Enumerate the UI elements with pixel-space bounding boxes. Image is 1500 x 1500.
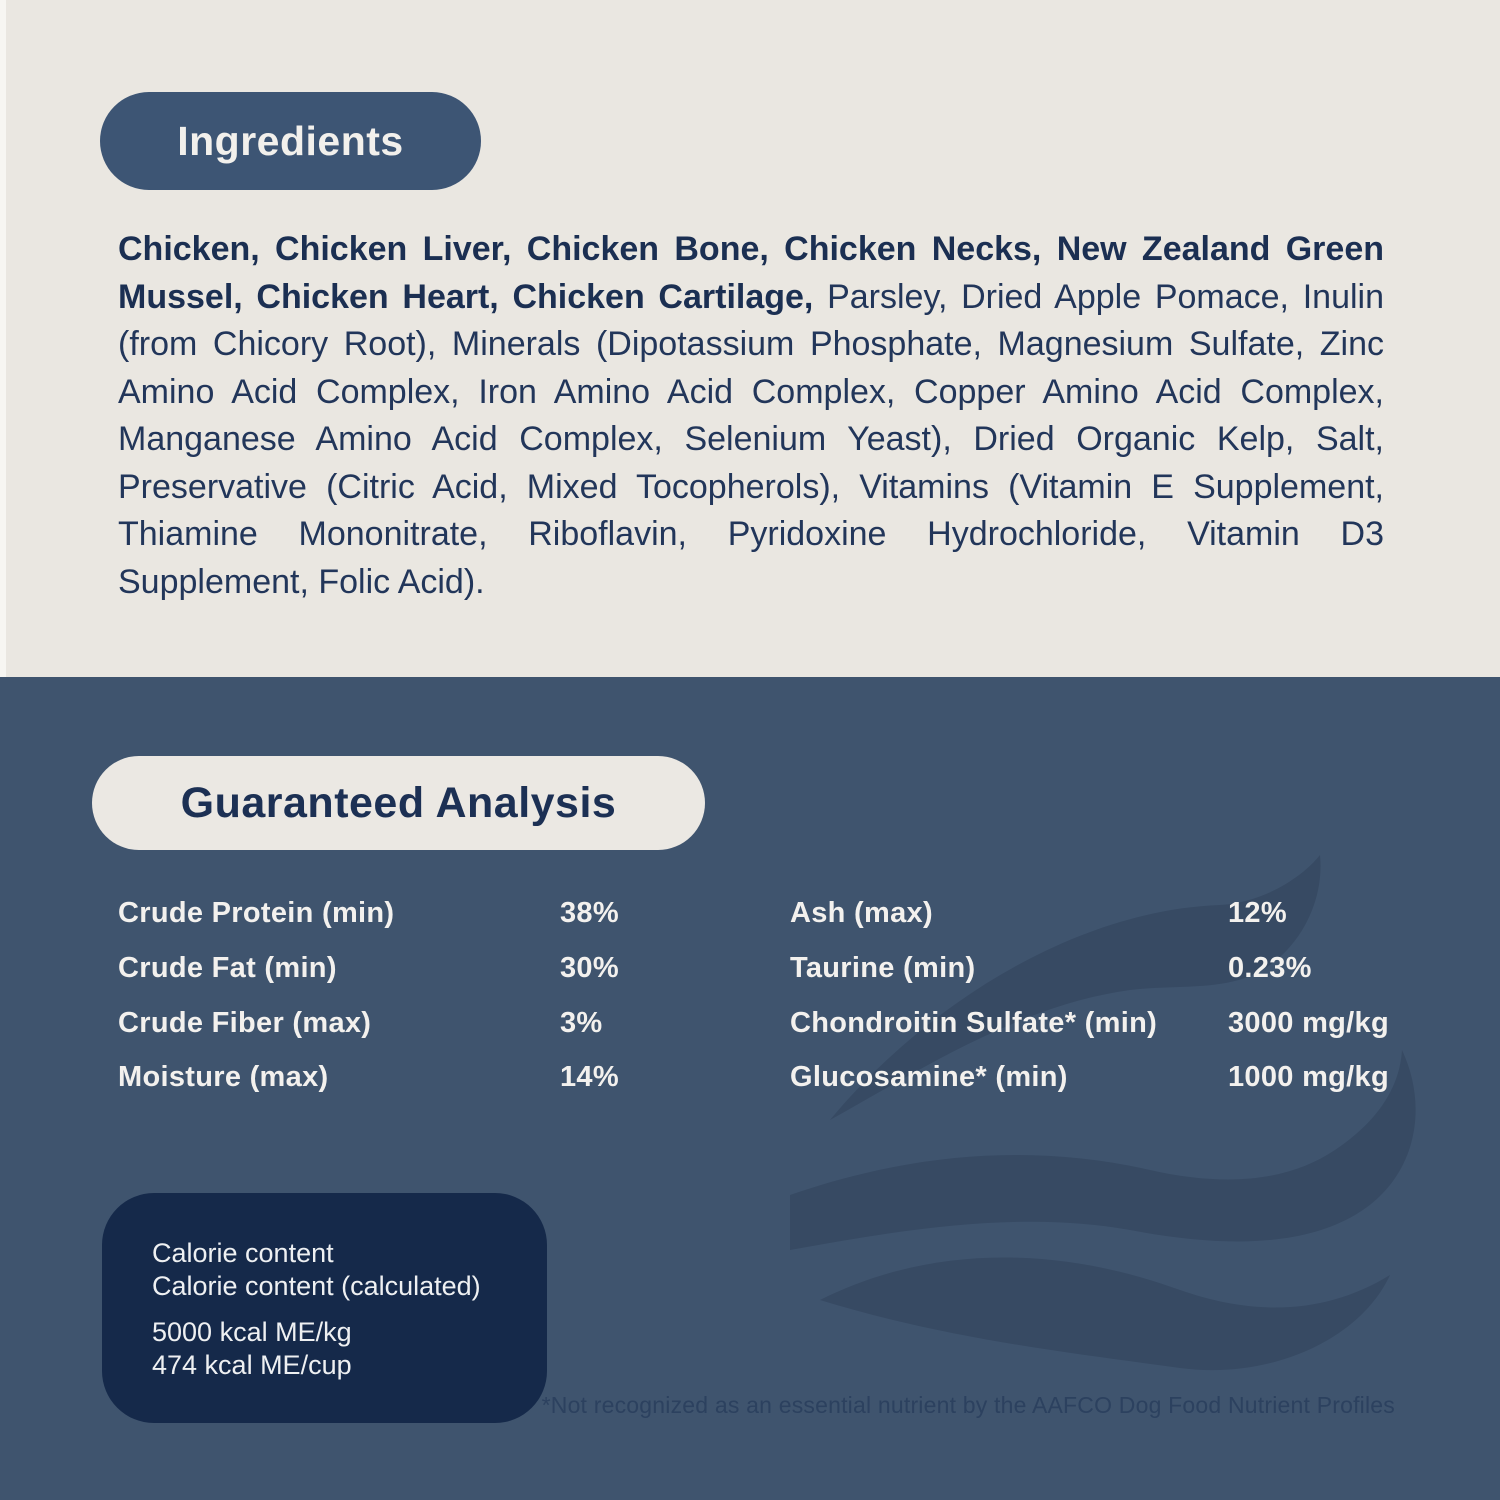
row-label: Crude Fat (min) xyxy=(118,952,337,984)
wave-watermark-icon xyxy=(790,855,1416,1371)
row-label: Taurine (min) xyxy=(790,952,976,984)
secondary-ingredients: Parsley, Dried Apple Pomace, Inulin (fro… xyxy=(118,277,1384,601)
row-label: Crude Fiber (max) xyxy=(118,1007,372,1039)
guaranteed-analysis-badge: Guaranteed Analysis xyxy=(92,756,705,850)
row-value: 1000 mg/kg xyxy=(1228,1061,1389,1093)
row-label: Crude Protein (min) xyxy=(118,897,395,929)
row-value: 38% xyxy=(560,897,619,929)
row-value: 0.23% xyxy=(1228,952,1312,984)
row-value: 14% xyxy=(560,1061,619,1093)
ingredients-badge-label: Ingredients xyxy=(177,117,404,164)
calorie-value-per-kg: 5000 kcal ME/kg xyxy=(152,1317,352,1347)
row-value: 3000 mg/kg xyxy=(1228,1007,1389,1039)
row-label: Glucosamine* (min) xyxy=(790,1061,1068,1093)
row-value: 3% xyxy=(560,1007,603,1039)
calorie-value-per-cup: 474 kcal ME/cup xyxy=(152,1350,352,1380)
calorie-content-text: Calorie content Calorie content (calcula… xyxy=(152,1237,481,1382)
guaranteed-analysis-badge-label: Guaranteed Analysis xyxy=(180,778,617,827)
primary-ingredients: Chicken, Chicken Liver, Chicken Bone, Ch… xyxy=(118,230,1384,316)
left-edge-strip xyxy=(0,0,6,677)
ingredients-badge: Ingredients xyxy=(100,92,481,190)
calorie-content-box: Calorie content Calorie content (calcula… xyxy=(102,1193,547,1423)
row-value: 30% xyxy=(560,952,619,984)
row-label: Moisture (max) xyxy=(118,1061,329,1093)
row-label: Ash (max) xyxy=(790,897,933,929)
row-label: Chondroitin Sulfate* (min) xyxy=(790,1007,1158,1039)
calorie-title-line1: Calorie content xyxy=(152,1238,334,1268)
aafco-footnote: *Not recognized as an essential nutrient… xyxy=(541,1392,1395,1418)
row-value: 12% xyxy=(1228,897,1287,929)
ingredients-text: Chicken, Chicken Liver, Chicken Bone, Ch… xyxy=(118,226,1384,606)
calorie-title-line2: Calorie content (calculated) xyxy=(152,1271,481,1301)
